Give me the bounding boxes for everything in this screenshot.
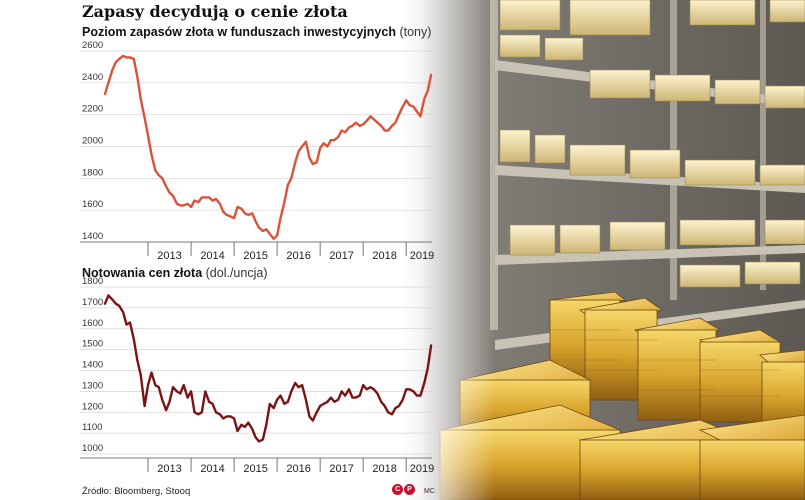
chart2-series-line — [103, 294, 433, 443]
chart2-xtick-label: 2018 — [372, 463, 396, 475]
chart1-ytick-label: 2600 — [82, 40, 103, 51]
chart2-ytick-label: 1400 — [82, 360, 103, 371]
chart2-xtick-label: 2013 — [157, 463, 181, 475]
chart1-ytick-label: 1800 — [82, 167, 103, 178]
chart1-xtick-label: 2015 — [243, 250, 267, 262]
chart2-ytick-label: 1500 — [82, 339, 103, 350]
chart1-ytick-label: 2400 — [82, 72, 103, 83]
chart2-ytick-label: 1100 — [82, 422, 102, 433]
chart2-ytick-label: 1600 — [82, 318, 103, 329]
chart1-ytick-label: 2000 — [82, 136, 103, 147]
chart1-ytick-label: 1600 — [82, 199, 103, 210]
chart2-ytick-label: 1000 — [82, 443, 103, 454]
chart2-ytick-label: 1700 — [82, 297, 103, 308]
chart2-xtick-label: 2017 — [329, 463, 353, 475]
logo-letter-c: C — [392, 484, 403, 495]
chart2-ytick-label: 1200 — [82, 401, 103, 412]
chart2-ytick-label: 1800 — [82, 276, 103, 287]
author-initials: MC — [424, 488, 435, 495]
chart1-title-text: Poziom zapasów złota w funduszach inwest… — [82, 25, 396, 39]
chart2-xtick-label: 2015 — [243, 463, 267, 475]
chart1-xtick-label: 2018 — [372, 250, 396, 262]
chart1-xtick-label: 2017 — [329, 250, 353, 262]
chart2-title: Notowania cen złota (dol./uncja) — [82, 266, 267, 280]
chart1-xtick-label: 2016 — [286, 250, 310, 262]
chart2-unit: (dol./uncja) — [205, 266, 268, 280]
chart1-title: Poziom zapasów złota w funduszach inwest… — [82, 25, 431, 39]
chart2-title-text: Notowania cen złota — [82, 266, 203, 280]
chart1-xtick-label: 2014 — [200, 250, 224, 262]
chart1-series-line — [103, 54, 433, 240]
chart1-ytick-label: 2200 — [82, 104, 103, 115]
chart1-ytick-label: 1400 — [82, 231, 103, 242]
publisher-logo: C P — [392, 484, 415, 495]
source-note: Źródło: Bloomberg, Stooq — [82, 486, 191, 497]
chart2-xtick-label: 2014 — [200, 463, 224, 475]
chart2-xtick-label: 2016 — [286, 463, 310, 475]
chart1-xtick-label: 2019 — [410, 250, 434, 262]
chart1-xtick-label: 2013 — [157, 250, 181, 262]
logo-letter-p: P — [404, 484, 415, 495]
chart2-xtick-label: 2019 — [410, 463, 434, 475]
page-title: Zapasy decydują o cenie złota — [82, 2, 348, 21]
chart1-unit: (tony) — [399, 25, 432, 39]
chart2-ytick-label: 1300 — [82, 380, 103, 391]
